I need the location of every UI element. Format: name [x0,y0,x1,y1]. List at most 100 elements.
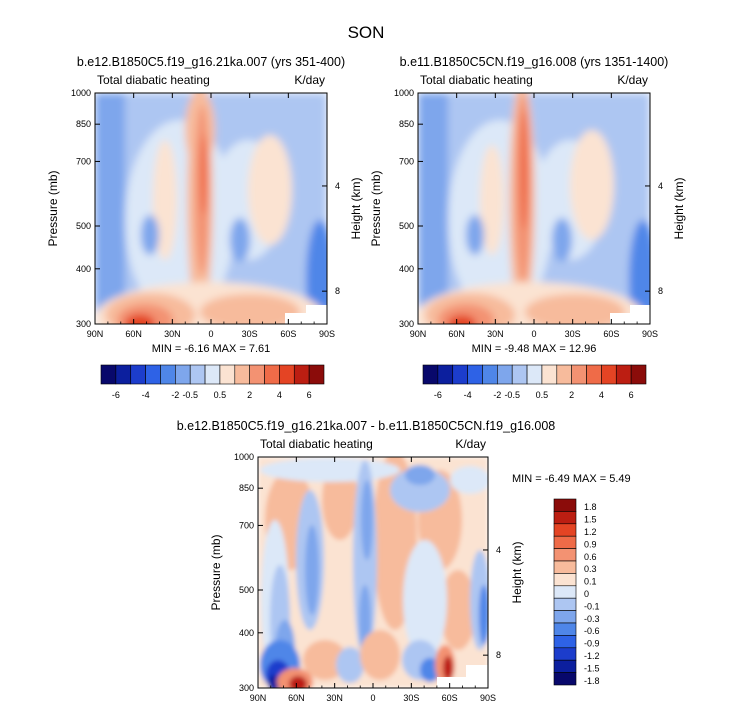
panel-a-colorbar-swatch [175,364,191,385]
panel-c-colorbar-label: 1.8 [584,502,597,512]
panel-c-title: b.e12.B1850C5.f19_g16.21ka.007 - b.e11.B… [177,419,556,433]
panel-b-colorbar-swatch [586,364,602,385]
panel-c-y2-tick-label: 8 [496,650,501,660]
panel-b-colorbar-swatch [511,364,528,385]
panel-a-x-tick-label: 60N [125,329,142,339]
panel-b-x-tick-label: 60N [448,329,465,339]
panel-b-colorbar-label: 0.5 [536,390,549,400]
panel-a-colorbar-label: -2 [171,390,179,400]
panel-b-colorbar-label: -6 [434,390,442,400]
panel-a-y-tick-label: 500 [76,221,91,231]
panel-b-colorbar-swatch [615,364,632,385]
panel-a-colorbar-label: 6 [307,390,312,400]
panel-a-colorbar-label: 4 [277,390,282,400]
panel-b-colorbar-swatch [467,364,483,385]
panel-b-colorbar-label: 6 [629,390,634,400]
panel-c-colorbar-swatch [553,523,577,537]
panel-b-colorbar-swatch [601,364,617,385]
panel-a-colorbar-swatch [160,364,176,385]
panel-b-y-tick-label: 700 [399,156,414,166]
panel-a-left-label: Total diabatic heating [97,73,210,87]
panel-c-colorbar-swatch [553,498,577,512]
panel-b-y-tick-label: 500 [399,221,414,231]
panel-a-units: K/day [294,73,325,87]
panel-c-y-tick-label: 500 [239,585,254,595]
panel-b-colorbar-label: -0.5 [504,390,520,400]
panel-a-colorbar-swatch [249,364,265,385]
panel-a-axes: 90N 60N 30N 0 30S 60S 90S 300 400 500 700 850 1000 8 4… [46,88,363,339]
panel-a-colorbar-swatch [100,364,117,385]
panel-c-x-tick-label: 60S [442,693,458,703]
panel-a-x-tick-label: 60S [280,329,296,339]
panel-c-y-tick-label: 700 [239,520,254,530]
panel-b-x-tick-label: 0 [531,329,536,339]
panel-b-x-tick-label: 30S [565,329,581,339]
panel-c-x-tick-label: 90S [480,693,496,703]
panel-a-y-tick-label: 850 [76,119,91,129]
panel-c-colorbar-swatch [553,635,577,649]
panel-b-axes: 90N 60N 30N 0 30S 60S 90S 300 400 500 700 850 1000 8 4… [369,88,686,339]
panel-a-colorbar-swatch [234,364,250,385]
panel-b-y-axis-title: Pressure (mb) [369,170,383,246]
panel-c-colorbar-swatch [553,511,577,525]
panel-c-x-tick-label: 30S [403,693,419,703]
panel-b-colorbar-swatch [452,364,468,385]
panel-c-colorbar-label: -1.2 [584,651,600,661]
panel-c-stats: MIN = -6.49 MAX = 5.49 [512,473,631,485]
panel-a-colorbar-label: -0.5 [182,390,198,400]
panel-c-colorbar-label: 1.2 [584,527,597,537]
panel-c-y-tick-label: 850 [239,483,254,493]
panel-b-y-tick-label: 850 [399,119,414,129]
panel-a-colorbar-swatch [279,364,295,385]
panel-c-colorbar-swatch [553,610,577,624]
panel-a-x-tick-label: 30S [242,329,258,339]
panel-c-colorbar-swatch [553,659,577,673]
panel-c-left-label: Total diabatic heating [260,437,373,451]
panel-a-y-axis-title: Pressure (mb) [46,170,60,246]
panel-b-contour-field [418,93,650,324]
panel-b-units: K/day [617,73,648,87]
panel-c-y-tick-label: 1000 [234,452,254,462]
panel-b-colorbar-label: -2 [493,390,501,400]
panel-c-colorbar-label: 1.5 [584,515,597,525]
panel-a: b.e12.B1850C5.f19_g16.21ka.007 (yrs 351-… [46,55,363,400]
panel-c-colorbar-swatch [553,560,577,574]
panel-b-colorbar-label: -4 [464,390,472,400]
panel-a-colorbar-swatch [115,364,132,385]
panel-b-x-tick-label: 60S [603,329,619,339]
panel-a-colorbar-swatch [308,364,325,385]
panel-a-contour-field [95,93,327,324]
panel-c-colorbar-swatch [553,535,577,549]
panel-a-y-tick-label: 300 [76,319,91,329]
panel-b-colorbar-swatch [437,364,454,385]
panel-c-x-tick-label: 90N [250,693,267,703]
panel-a-x-tick-label: 90S [319,329,335,339]
panel-a-x-tick-label: 30N [164,329,181,339]
panel-a-y2-tick-label: 4 [335,181,340,191]
panel-a-colorbar-swatch [204,364,221,385]
panel-a-colorbar-swatch [189,364,206,385]
panel-c-colorbar-label: -1.8 [584,676,600,686]
panel-b-colorbar-swatch [541,364,558,385]
panel-a-colorbar-label: 2 [247,390,252,400]
panel-b-colorbar: -6 -4 -2 -0.5 0.5 2 4 6 [422,364,647,400]
panel-c-colorbar-label: -1.5 [584,663,600,673]
panel-b-colorbar-swatch [571,364,587,385]
panel-c-colorbar-swatch [553,597,577,611]
panel-a-x-tick-label: 90N [87,329,104,339]
panel-a-y-tick-label: 1000 [71,88,91,98]
panel-a-colorbar-swatch [264,364,280,385]
panel-a-y-tick-label: 400 [76,264,91,274]
panel-a-stats: MIN = -6.16 MAX = 7.61 [152,343,271,355]
panel-b-colorbar-swatch [556,364,572,385]
panel-b-y-tick-label: 300 [399,319,414,329]
panel-b-x-tick-label: 30N [487,329,504,339]
panel-a-y-tick-label: 700 [76,156,91,166]
panel-c-y2-axis-title: Height (km) [510,541,524,603]
panel-b-colorbar-label: 2 [569,390,574,400]
panel-c-colorbar-label: -0.9 [584,639,600,649]
panel-a-x-tick-label: 0 [208,329,213,339]
panel-c-colorbar-swatch [553,622,577,636]
panel-c: b.e12.B1850C5.f19_g16.21ka.007 - b.e11.B… [177,419,631,703]
